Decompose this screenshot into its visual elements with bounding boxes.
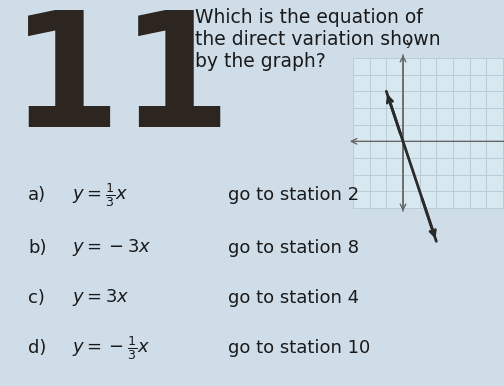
Text: $y = 3x$: $y = 3x$ xyxy=(72,288,130,308)
Text: $y = -3x$: $y = -3x$ xyxy=(72,237,152,259)
Text: y: y xyxy=(406,38,413,48)
Text: go to station 10: go to station 10 xyxy=(228,339,370,357)
Text: $y = \frac{1}{3}x$: $y = \frac{1}{3}x$ xyxy=(72,181,129,209)
Text: go to station 2: go to station 2 xyxy=(228,186,359,204)
Text: Which is the equation of: Which is the equation of xyxy=(195,8,423,27)
Text: a): a) xyxy=(28,186,46,204)
Text: 11: 11 xyxy=(10,5,232,160)
Text: go to station 4: go to station 4 xyxy=(228,289,359,307)
Text: the direct variation shown: the direct variation shown xyxy=(195,30,440,49)
Text: d): d) xyxy=(28,339,46,357)
Text: by the graph?: by the graph? xyxy=(195,52,326,71)
Text: b): b) xyxy=(28,239,46,257)
Text: go to station 8: go to station 8 xyxy=(228,239,359,257)
Bar xyxy=(353,58,503,208)
Text: c): c) xyxy=(28,289,45,307)
Text: $y = -\frac{1}{3}x$: $y = -\frac{1}{3}x$ xyxy=(72,334,150,362)
